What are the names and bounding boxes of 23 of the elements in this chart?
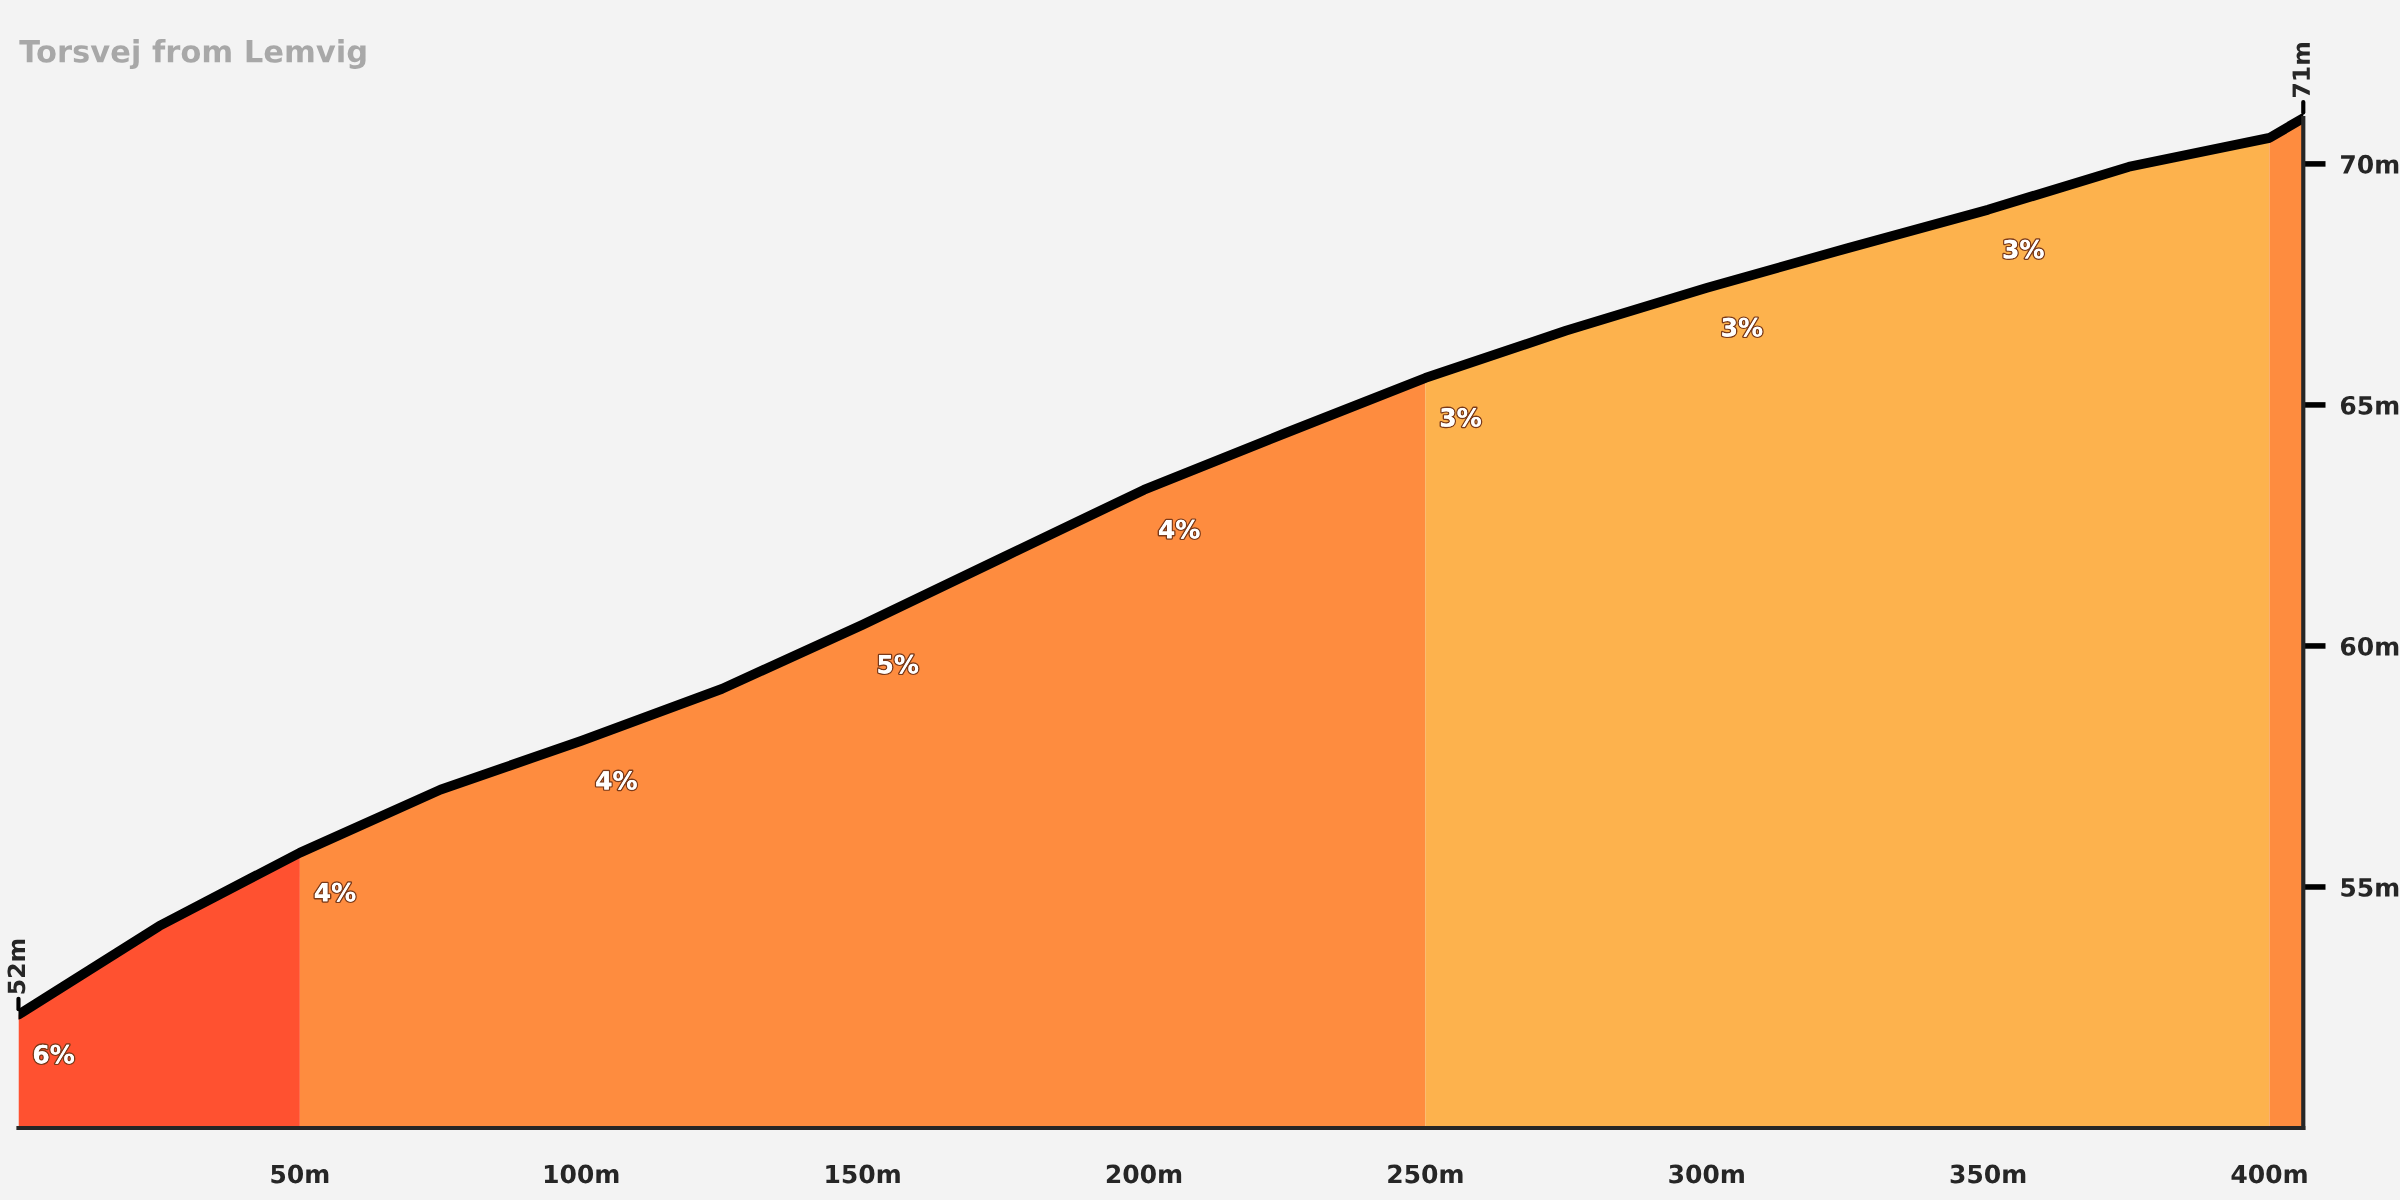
x-tick-label: 400m [2231, 1164, 2307, 1184]
annotation: 4% [314, 882, 356, 902]
y-tick-label: 70m [2341, 154, 2399, 174]
annotation: 6% [33, 1044, 75, 1064]
annotation: 4% [596, 770, 637, 790]
x-tick-label: 300m [1669, 1164, 1744, 1184]
x-tick-label: 50m [271, 1164, 329, 1184]
annotation: 3% [1722, 317, 1763, 337]
y-tick-label: 65m [2340, 395, 2399, 415]
y-tick-label: 55m [2341, 878, 2399, 897]
annotation: 5% [878, 654, 919, 674]
annotation: 3% [2003, 239, 2044, 259]
x-tick-label: 350m [1950, 1164, 2026, 1184]
annotation: 3% [1440, 407, 1481, 427]
x-tick-label: 200m [1106, 1164, 1182, 1184]
annotation: 4% [1159, 519, 1200, 539]
annotation: 71m [2292, 43, 2310, 98]
x-tick-label: 150m [826, 1164, 900, 1184]
annotation: 52m [7, 939, 26, 994]
text: Torsvej from Lemvig [19, 39, 366, 69]
x-tick-label: 100m [544, 1164, 619, 1184]
x-tick-label: 250m [1388, 1164, 1463, 1184]
y-tick-label: 60m [2340, 636, 2399, 656]
